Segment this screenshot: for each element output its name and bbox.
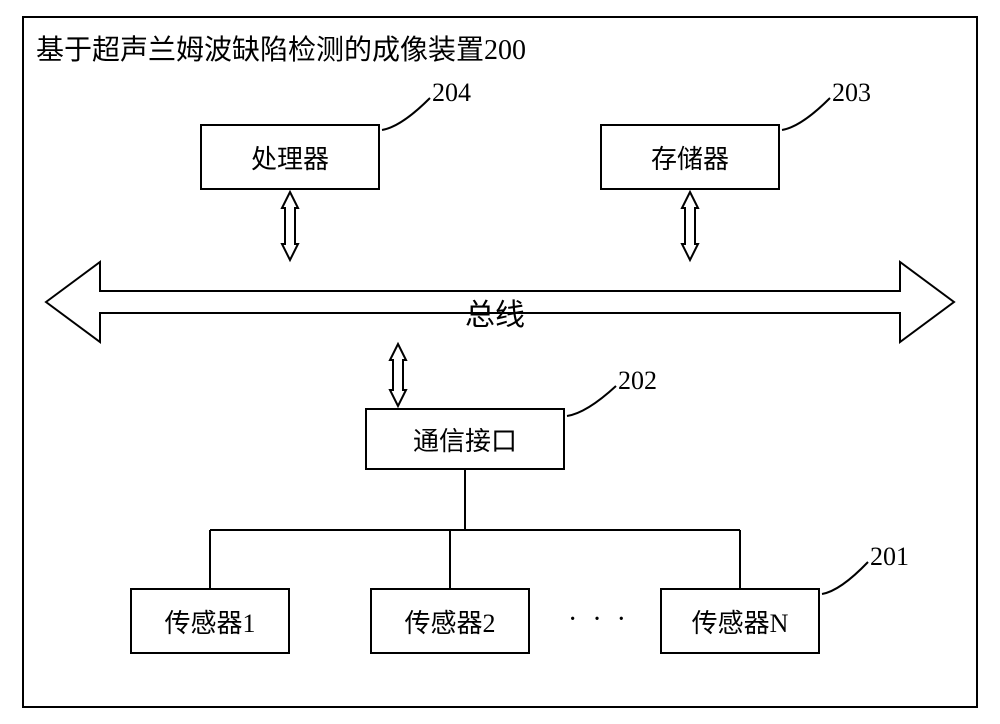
sensor-n-label: 传感器N — [692, 603, 789, 640]
sensor-1-label: 传感器1 — [164, 603, 255, 640]
ref-203: 203 — [832, 78, 871, 108]
sensor-ellipsis: · · · — [568, 604, 630, 636]
memory-label: 存储器 — [651, 139, 729, 176]
processor-box: 处理器 — [200, 124, 380, 190]
ref-204: 204 — [432, 78, 471, 108]
sensor-2-label: 传感器2 — [404, 603, 495, 640]
processor-label: 处理器 — [251, 139, 329, 176]
sensor-1-box: 传感器1 — [130, 588, 290, 654]
memory-box: 存储器 — [600, 124, 780, 190]
sensor-n-box: 传感器N — [660, 588, 820, 654]
comm-label: 通信接口 — [413, 421, 517, 458]
diagram-canvas: 基于超声兰姆波缺陷检测的成像装置200 总线 处理器 存储器 通信接口 传感器1… — [0, 0, 1000, 724]
comm-interface-box: 通信接口 — [365, 408, 565, 470]
sensor-2-box: 传感器2 — [370, 588, 530, 654]
ref-202: 202 — [618, 366, 657, 396]
ref-201: 201 — [870, 542, 909, 572]
bus-label: 总线 — [465, 290, 525, 334]
